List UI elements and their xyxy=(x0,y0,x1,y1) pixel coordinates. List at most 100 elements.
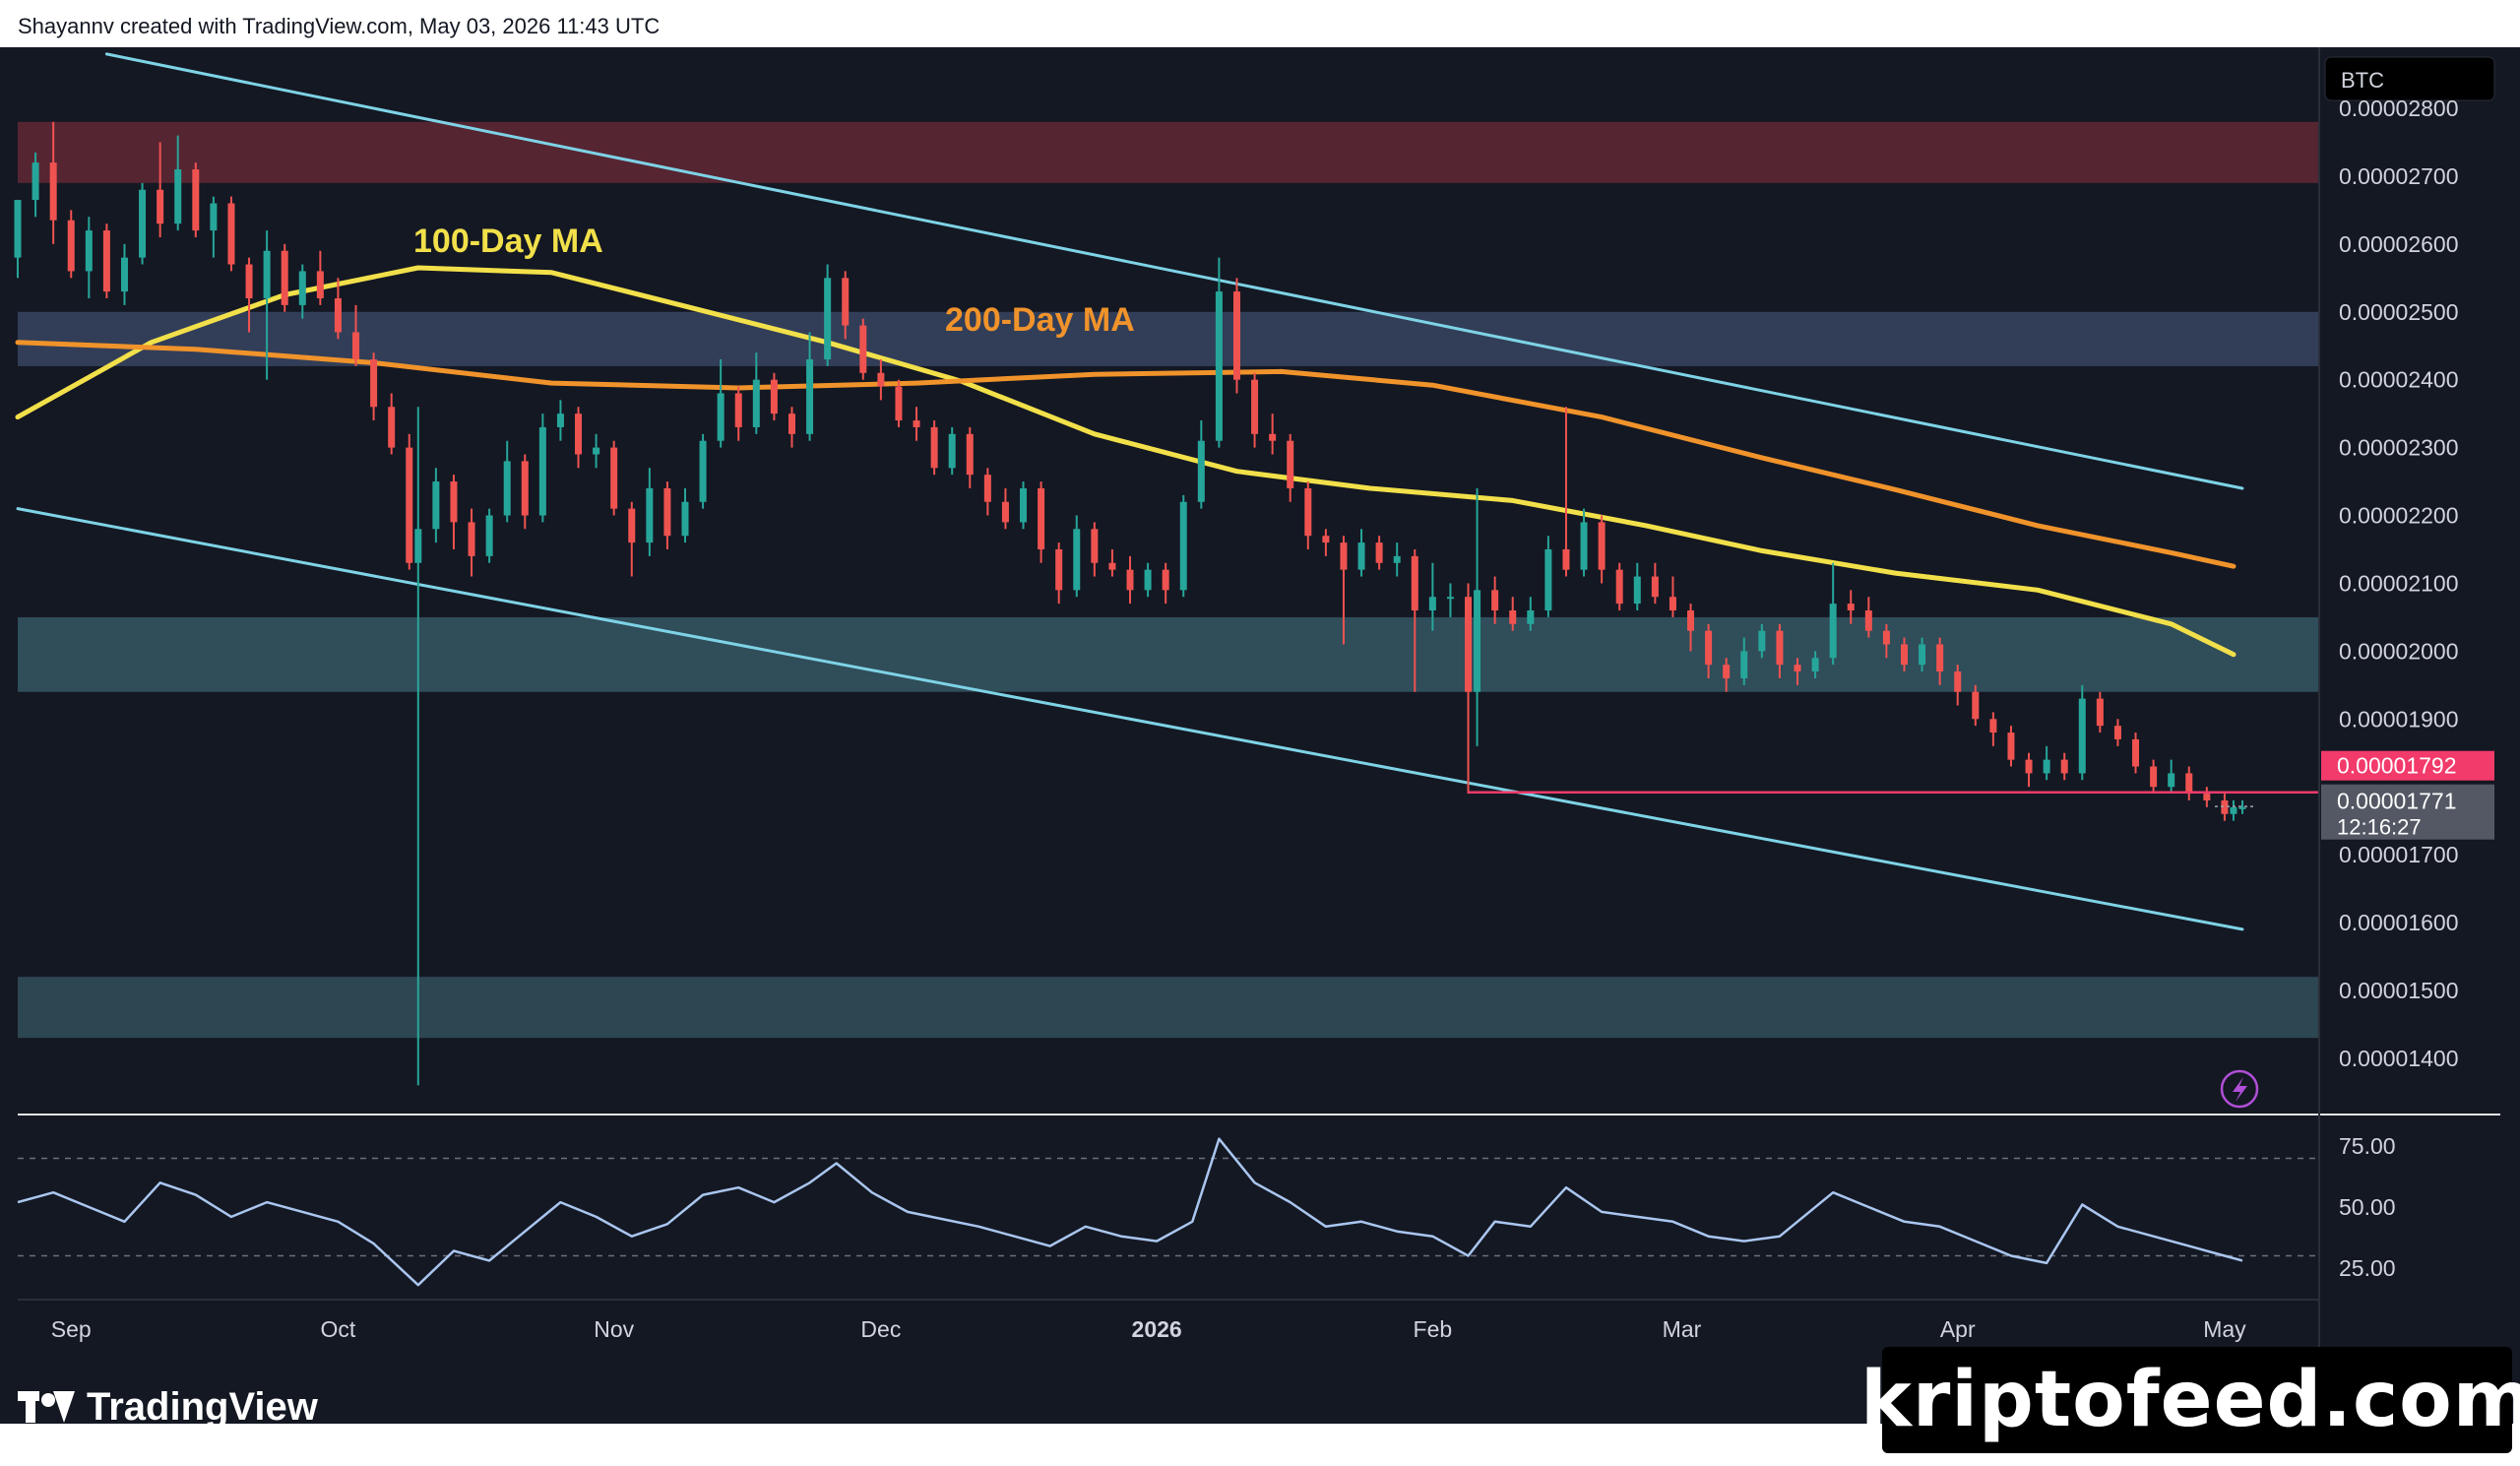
candle-body-57 xyxy=(1020,487,1028,523)
time-tick-8: May xyxy=(2203,1316,2246,1342)
candle-body-26 xyxy=(468,522,475,556)
time-tick-7: Apr xyxy=(1940,1316,1976,1342)
candle-body-70 xyxy=(1251,379,1259,434)
candle-body-58 xyxy=(1038,487,1045,549)
candle-body-38 xyxy=(681,501,689,537)
last-price-label: 0.00001771 xyxy=(2337,789,2457,814)
candle-body-51 xyxy=(913,420,920,427)
candle-body-90 xyxy=(1598,522,1606,570)
price-tick-3: 0.00002500 xyxy=(2339,299,2459,325)
price-tick-11: 0.00001600 xyxy=(2339,910,2459,935)
price-tick-7: 0.00002100 xyxy=(2339,570,2459,596)
candle-body-56 xyxy=(1001,501,1009,523)
candle-body-34 xyxy=(610,447,618,509)
candle-body-123 xyxy=(2185,773,2193,795)
ma-annotation-1: 200-Day MA xyxy=(945,301,1135,339)
candle-body-95 xyxy=(1687,610,1695,631)
candle-body-74 xyxy=(1322,536,1330,543)
candle-body-11 xyxy=(210,203,218,231)
candle-body-71 xyxy=(1269,433,1277,441)
candle-body-100 xyxy=(1776,630,1784,666)
candle-body-105 xyxy=(1864,610,1872,631)
candle-body-41 xyxy=(734,393,742,427)
candle-body-116 xyxy=(2060,759,2068,774)
time-tick-3: Dec xyxy=(860,1316,901,1342)
price-tick-4: 0.00002400 xyxy=(2339,367,2459,393)
candle-body-73 xyxy=(1304,487,1312,537)
candle-body-37 xyxy=(663,487,671,537)
candle-body-52 xyxy=(930,426,938,469)
candle-body-97 xyxy=(1723,665,1731,678)
candle-body-109 xyxy=(1936,644,1944,672)
price-chart[interactable]: 100-Day MA 200-Day MA BTC 0.00002800 0.00002… xyxy=(0,47,2520,1424)
series-100-day-ma xyxy=(15,265,2236,658)
time-tick-5: Feb xyxy=(1414,1316,1453,1342)
candle-body-25 xyxy=(450,481,458,523)
candle-body-102 xyxy=(1811,658,1819,672)
price-zone-3 xyxy=(18,977,2319,1039)
candle-body-120 xyxy=(2132,738,2140,767)
candle-body-35 xyxy=(628,508,636,543)
candle-body-101 xyxy=(1794,665,1801,672)
candle-body-28 xyxy=(503,461,511,516)
candle-body-121 xyxy=(2150,766,2158,788)
candle-body-39 xyxy=(699,440,707,502)
candle-body-19 xyxy=(352,332,360,360)
candle-body-66 xyxy=(1179,501,1187,591)
candle-body-118 xyxy=(2096,698,2104,727)
candle-body-6 xyxy=(120,257,128,292)
candle-body-89 xyxy=(1580,522,1588,570)
candle-body-15 xyxy=(281,250,288,305)
candle-body-114 xyxy=(2025,759,2033,774)
candle-body-48 xyxy=(859,325,867,373)
candle-body-94 xyxy=(1669,597,1676,611)
candle-body-1 xyxy=(32,162,39,201)
candle-body-99 xyxy=(1758,630,1766,652)
candle-body-27 xyxy=(485,515,493,556)
candle-body-2 xyxy=(49,162,57,221)
candle-body-45 xyxy=(806,359,814,434)
candle-body-62 xyxy=(1108,562,1116,570)
candle-body-29 xyxy=(521,461,529,516)
chart-frame[interactable]: 100-Day MA 200-Day MA BTC 0.00002800 0.00002… xyxy=(0,47,2520,1424)
candle-body-85 xyxy=(1509,610,1517,624)
candle-body-0 xyxy=(14,200,22,258)
candle-body-110 xyxy=(1954,671,1962,692)
price-tick-0: 0.00002800 xyxy=(2339,96,2459,121)
candle-body-72 xyxy=(1287,440,1294,488)
candle-body-63 xyxy=(1126,569,1134,591)
candle-body-98 xyxy=(1740,651,1748,678)
lightning-icon xyxy=(2220,1069,2259,1109)
candle-body-113 xyxy=(2007,733,2015,760)
price-zone-1 xyxy=(18,311,2319,366)
tradingview-footer-text: TradingView xyxy=(87,1384,318,1429)
countdown-label: 12:16:27 xyxy=(2337,815,2422,840)
candle-body-76 xyxy=(1357,542,1365,570)
candle-body-127 xyxy=(2238,806,2246,809)
candle-body-64 xyxy=(1144,569,1152,591)
candle-body-60 xyxy=(1073,529,1081,591)
price-zone-0 xyxy=(18,121,2319,183)
candle-body-108 xyxy=(1919,644,1926,666)
candle-body-8 xyxy=(157,189,164,224)
candle-body-77 xyxy=(1375,542,1383,563)
candle-body-80 xyxy=(1428,597,1436,611)
candle-body-32 xyxy=(575,414,583,455)
candle-body-87 xyxy=(1544,548,1552,611)
candle-body-50 xyxy=(895,386,903,421)
candle-body-124 xyxy=(2203,794,2211,800)
tradingview-footer-logo[interactable]: TradingView xyxy=(18,1382,318,1432)
candle-body-31 xyxy=(556,414,564,427)
candle-body-42 xyxy=(752,379,760,427)
candle-body-96 xyxy=(1705,630,1713,666)
time-tick-1: Oct xyxy=(321,1316,356,1342)
series-channel-lower xyxy=(16,507,2244,931)
time-tick-4: 2026 xyxy=(1132,1316,1182,1342)
candle-body-115 xyxy=(2043,759,2050,774)
candle-body-61 xyxy=(1091,529,1099,563)
candle-body-30 xyxy=(538,426,546,516)
ma-annotation-0: 100-Day MA xyxy=(413,223,603,260)
candle-body-122 xyxy=(2168,773,2175,788)
symbol-tag-label: BTC xyxy=(2341,68,2384,93)
